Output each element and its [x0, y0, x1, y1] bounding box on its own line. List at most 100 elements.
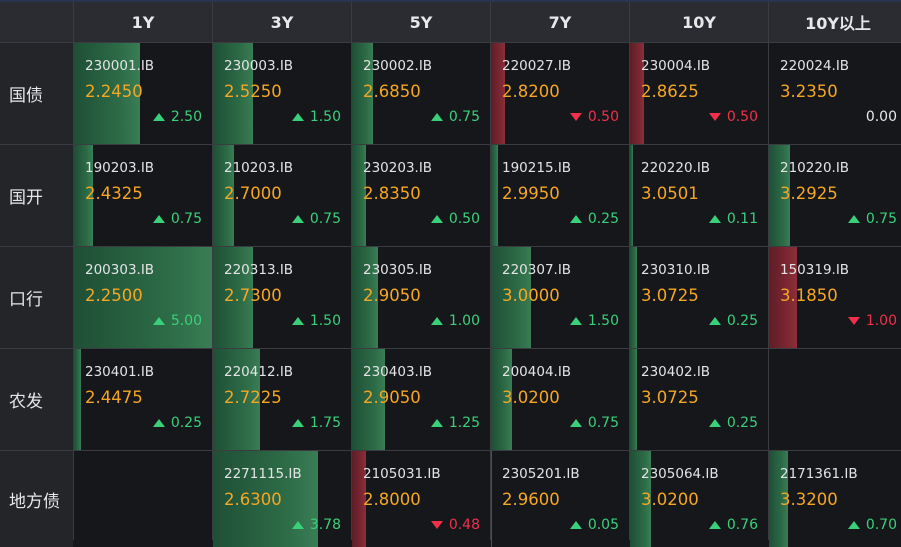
- change-bar: [491, 145, 498, 246]
- change-value: 0.75: [170, 211, 202, 227]
- change-value: 0.25: [587, 211, 619, 227]
- change-value: 0.75: [587, 415, 619, 431]
- column-header-5Y[interactable]: 5Y: [352, 2, 490, 42]
- triangle-down-icon: [569, 113, 582, 121]
- bond-cell[interactable]: 220024.IB 3.2350 0.00: [769, 43, 901, 144]
- bond-cell[interactable]: 220412.IB 2.7225 1.75: [213, 349, 351, 450]
- bond-yield: 3.2925: [780, 184, 838, 203]
- bond-cell[interactable]: 2305064.IB 3.0200 0.76: [630, 451, 768, 547]
- triangle-up-icon: [291, 215, 304, 223]
- bond-cell[interactable]: 220313.IB 2.7300 1.50: [213, 247, 351, 348]
- row-label: 国开: [0, 145, 73, 246]
- column-header-3Y[interactable]: 3Y: [213, 2, 351, 42]
- bond-cell[interactable]: 230402.IB 3.0725 0.25: [630, 349, 768, 450]
- change-value: 0.00: [865, 109, 897, 125]
- bond-cell[interactable]: 210203.IB 2.7000 0.75: [213, 145, 351, 246]
- bond-cell[interactable]: 190215.IB 2.9950 0.25: [491, 145, 629, 246]
- bond-cell[interactable]: 190203.IB 2.4325 0.75: [74, 145, 212, 246]
- bond-cell[interactable]: 2105031.IB 2.8000 0.48: [352, 451, 490, 547]
- bond-cell[interactable]: 220220.IB 3.0501 0.11: [630, 145, 768, 246]
- triangle-up-icon: [430, 317, 443, 325]
- triangle-up-icon: [430, 113, 443, 121]
- change-bar: [213, 247, 254, 348]
- change-value: 2.50: [170, 109, 202, 125]
- column-header-10Y以上[interactable]: 10Y以上: [769, 2, 901, 42]
- bond-code: 230402.IB: [641, 364, 711, 380]
- change-value: 0.05: [587, 517, 619, 533]
- change-bar: [74, 43, 141, 144]
- yield-change: 0.00: [866, 109, 897, 125]
- change-value: 1.50: [587, 313, 619, 329]
- change-value: 0.11: [726, 211, 758, 227]
- bond-cell[interactable]: 230203.IB 2.8350 0.50: [352, 145, 490, 246]
- triangle-up-icon: [291, 419, 304, 427]
- triangle-up-icon: [708, 317, 721, 325]
- bond-cell[interactable]: 230001.IB 2.2450 2.50: [74, 43, 212, 144]
- bond-code: 220024.IB: [780, 58, 850, 74]
- bond-cell[interactable]: 220307.IB 3.0000 1.50: [491, 247, 629, 348]
- bond-cell[interactable]: 2171361.IB 3.3200 0.70: [769, 451, 901, 547]
- triangle-up-icon: [569, 317, 582, 325]
- bond-cell[interactable]: 150319.IB 3.1850 1.00: [769, 247, 901, 348]
- triangle-up-icon: [152, 419, 165, 427]
- triangle-down-icon: [708, 113, 721, 121]
- bond-cell[interactable]: 230305.IB 2.9050 1.00: [352, 247, 490, 348]
- bond-cell[interactable]: 200303.IB 2.2500 5.00: [74, 247, 212, 348]
- bond-cell[interactable]: 220027.IB 2.8200 0.50: [491, 43, 629, 144]
- bond-cell[interactable]: 230310.IB 3.0725 0.25: [630, 247, 768, 348]
- triangle-up-icon: [569, 215, 582, 223]
- bond-cell[interactable]: 230002.IB 2.6850 0.75: [352, 43, 490, 144]
- bond-cell[interactable]: 210220.IB 3.2925 0.75: [769, 145, 901, 246]
- change-value: 0.76: [726, 517, 758, 533]
- bond-yield: 2.8350: [363, 184, 421, 203]
- empty-cell: [769, 349, 901, 450]
- change-value: 1.25: [448, 415, 480, 431]
- change-bar: [352, 451, 366, 547]
- yield-change: 5.00: [152, 313, 202, 329]
- triangle-up-icon: [291, 521, 304, 529]
- yield-change: 1.50: [291, 109, 341, 125]
- yield-change: 1.50: [291, 313, 341, 329]
- triangle-up-icon: [152, 317, 165, 325]
- bond-code: 2171361.IB: [780, 466, 858, 482]
- change-bar: [352, 349, 386, 450]
- row-label: 国债: [0, 43, 73, 144]
- triangle-up-icon: [708, 521, 721, 529]
- column-header-7Y[interactable]: 7Y: [491, 2, 629, 42]
- bond-code: 230001.IB: [85, 58, 155, 74]
- bond-code: 220313.IB: [224, 262, 294, 278]
- bond-cell[interactable]: 230403.IB 2.9050 1.25: [352, 349, 490, 450]
- bond-code: 230305.IB: [363, 262, 433, 278]
- bond-yield: 3.0501: [641, 184, 699, 203]
- bond-cell[interactable]: 230004.IB 2.8625 0.50: [630, 43, 768, 144]
- bond-code: 210220.IB: [780, 160, 850, 176]
- bond-cell[interactable]: 2271115.IB 2.6300 3.78: [213, 451, 351, 547]
- change-bar: [213, 349, 260, 450]
- bond-code: 2305201.IB: [502, 466, 580, 482]
- change-bar: [630, 451, 651, 547]
- bond-code: 230003.IB: [224, 58, 294, 74]
- bond-cell[interactable]: 230401.IB 2.4475 0.25: [74, 349, 212, 450]
- change-bar: [213, 145, 234, 246]
- bond-cell[interactable]: 200404.IB 3.0200 0.75: [491, 349, 629, 450]
- yield-change: 2.50: [152, 109, 202, 125]
- change-bar: [630, 43, 644, 144]
- change-value: 0.70: [865, 517, 897, 533]
- yield-change: 1.75: [291, 415, 341, 431]
- bond-cell[interactable]: 2305201.IB 2.9600 0.05: [491, 451, 629, 547]
- empty-cell: [74, 451, 212, 547]
- yield-change: 0.75: [430, 109, 480, 125]
- column-header-1Y[interactable]: 1Y: [74, 2, 212, 42]
- bond-cell[interactable]: 230003.IB 2.5250 1.50: [213, 43, 351, 144]
- triangle-up-icon: [291, 113, 304, 121]
- bond-code: 190203.IB: [85, 160, 155, 176]
- yield-change: 0.75: [152, 211, 202, 227]
- change-value: 0.25: [170, 415, 202, 431]
- bond-code: 2105031.IB: [363, 466, 441, 482]
- column-header-10Y[interactable]: 10Y: [630, 2, 768, 42]
- change-value: 1.50: [309, 313, 341, 329]
- change-bar: [630, 247, 637, 348]
- bond-yield: 2.2500: [85, 286, 143, 305]
- yield-change: 0.48: [430, 517, 480, 533]
- bond-yield: 2.5250: [224, 82, 282, 101]
